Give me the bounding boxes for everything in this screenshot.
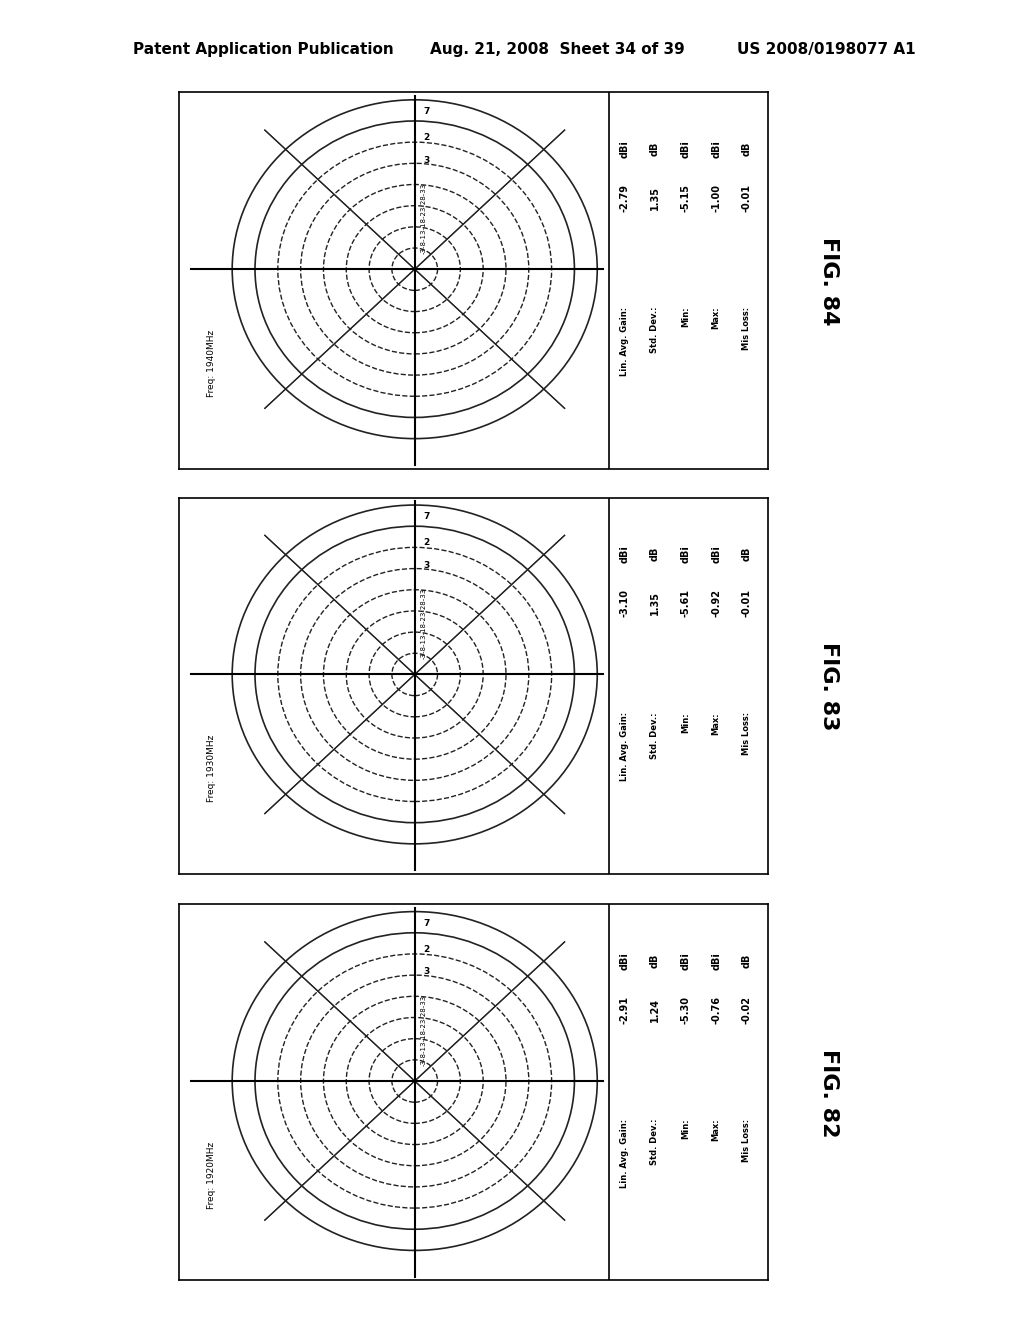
Text: 7: 7 [424, 512, 430, 521]
Text: 3: 3 [424, 968, 430, 977]
Text: dBi: dBi [681, 952, 690, 970]
Text: Min:: Min: [681, 711, 690, 733]
Text: dB: dB [741, 953, 752, 968]
Text: dBi: dBi [712, 952, 721, 970]
Text: -0.01: -0.01 [741, 183, 752, 211]
Text: Freq: 1940MHz: Freq: 1940MHz [207, 330, 216, 397]
Text: dB: dB [650, 953, 659, 968]
Text: Std. Dev.:: Std. Dev.: [650, 711, 659, 759]
Text: dBi: dBi [712, 140, 721, 158]
Text: -3-8-13-18-23-28-33: -3-8-13-18-23-28-33 [421, 995, 427, 1067]
Text: Lin. Avg. Gain:: Lin. Avg. Gain: [620, 1118, 629, 1188]
Text: Freq: 1920MHz: Freq: 1920MHz [207, 1142, 216, 1209]
Text: Min:: Min: [681, 306, 690, 327]
Text: dBi: dBi [620, 545, 630, 564]
Text: Aug. 21, 2008  Sheet 34 of 39: Aug. 21, 2008 Sheet 34 of 39 [430, 42, 685, 57]
Text: -2.79: -2.79 [620, 183, 630, 211]
Text: 2: 2 [424, 539, 430, 548]
Text: -3.10: -3.10 [620, 589, 630, 616]
Text: dB: dB [650, 546, 659, 561]
Text: 2: 2 [424, 133, 430, 143]
Text: dBi: dBi [681, 140, 690, 158]
Text: Std. Dev.:: Std. Dev.: [650, 1118, 659, 1166]
Text: -0.92: -0.92 [712, 589, 721, 616]
Text: 1.35: 1.35 [650, 591, 659, 615]
Text: -5.15: -5.15 [681, 183, 690, 211]
Text: -0.01: -0.01 [741, 589, 752, 616]
Text: -3-8-13-18-23-28-33: -3-8-13-18-23-28-33 [421, 183, 427, 255]
Text: Lin. Avg. Gain:: Lin. Avg. Gain: [620, 306, 629, 376]
Text: dB: dB [741, 546, 752, 561]
Text: dB: dB [741, 141, 752, 156]
Text: -1.00: -1.00 [712, 183, 721, 211]
Text: FIG. 84: FIG. 84 [819, 236, 840, 326]
Text: 1.24: 1.24 [650, 998, 659, 1022]
Text: Std. Dev.:: Std. Dev.: [650, 306, 659, 354]
Text: 7: 7 [424, 107, 430, 116]
Text: dBi: dBi [620, 952, 630, 970]
Text: Mis Loss:: Mis Loss: [742, 1118, 752, 1162]
Text: Min:: Min: [681, 1118, 690, 1139]
Text: Patent Application Publication: Patent Application Publication [133, 42, 394, 57]
Text: 3: 3 [424, 156, 430, 165]
Text: -2.91: -2.91 [620, 995, 630, 1023]
Text: 3: 3 [424, 561, 430, 570]
Text: Mis Loss:: Mis Loss: [742, 711, 752, 755]
Text: -5.61: -5.61 [681, 589, 690, 616]
Text: -0.76: -0.76 [712, 995, 721, 1023]
Text: Max:: Max: [712, 711, 721, 735]
Text: dBi: dBi [620, 140, 630, 158]
Text: 7: 7 [424, 919, 430, 928]
Text: Freq: 1930MHz: Freq: 1930MHz [207, 735, 216, 803]
Text: dBi: dBi [681, 545, 690, 564]
Text: -0.02: -0.02 [741, 995, 752, 1023]
Text: 2: 2 [424, 945, 430, 954]
Text: 1.35: 1.35 [650, 186, 659, 210]
Text: -5.30: -5.30 [681, 995, 690, 1023]
Text: Max:: Max: [712, 1118, 721, 1142]
Text: Max:: Max: [712, 306, 721, 330]
Text: US 2008/0198077 A1: US 2008/0198077 A1 [737, 42, 915, 57]
Text: FIG. 82: FIG. 82 [819, 1048, 840, 1138]
Text: -3-8-13-18-23-28-33: -3-8-13-18-23-28-33 [421, 589, 427, 660]
Text: FIG. 83: FIG. 83 [819, 642, 840, 731]
Text: Mis Loss:: Mis Loss: [742, 306, 752, 350]
Text: dBi: dBi [712, 545, 721, 564]
Text: dB: dB [650, 141, 659, 156]
Text: Lin. Avg. Gain:: Lin. Avg. Gain: [620, 711, 629, 781]
